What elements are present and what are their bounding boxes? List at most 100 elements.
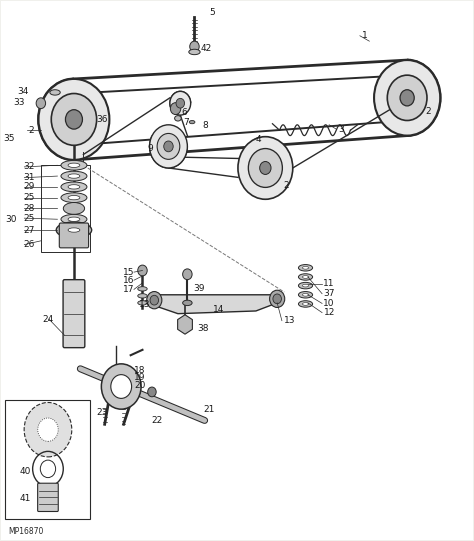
- Text: 37: 37: [323, 289, 335, 298]
- Circle shape: [36, 98, 46, 109]
- Ellipse shape: [189, 49, 200, 55]
- Text: 20: 20: [135, 381, 146, 390]
- Ellipse shape: [61, 171, 87, 181]
- Circle shape: [170, 103, 181, 115]
- Text: 2: 2: [284, 181, 290, 190]
- Polygon shape: [155, 295, 277, 314]
- Ellipse shape: [302, 293, 309, 296]
- Text: 2: 2: [28, 126, 34, 135]
- Ellipse shape: [68, 174, 80, 178]
- Ellipse shape: [61, 214, 87, 224]
- Text: 3: 3: [338, 124, 344, 134]
- Text: 9: 9: [147, 144, 153, 153]
- Ellipse shape: [299, 292, 313, 298]
- Text: 4: 4: [255, 135, 261, 144]
- Text: 16: 16: [123, 276, 134, 285]
- Circle shape: [387, 75, 427, 121]
- Text: MP16870: MP16870: [8, 527, 43, 536]
- Text: 2: 2: [426, 107, 431, 116]
- Ellipse shape: [302, 267, 309, 269]
- Text: 11: 11: [323, 280, 335, 288]
- Text: 33: 33: [13, 97, 24, 107]
- Text: 17: 17: [123, 285, 134, 294]
- Text: 13: 13: [284, 316, 296, 325]
- Ellipse shape: [64, 202, 84, 214]
- Circle shape: [190, 41, 199, 52]
- Text: 1: 1: [362, 31, 367, 40]
- Ellipse shape: [299, 282, 313, 289]
- Circle shape: [273, 294, 282, 304]
- Bar: [41, 166, 91, 252]
- Circle shape: [38, 79, 109, 160]
- Text: 22: 22: [151, 416, 162, 425]
- Text: 5: 5: [210, 8, 215, 17]
- Text: 14: 14: [213, 305, 225, 314]
- Circle shape: [176, 98, 184, 108]
- Ellipse shape: [302, 302, 309, 305]
- Text: 10: 10: [323, 299, 335, 308]
- Text: 34: 34: [18, 87, 29, 96]
- Text: 13: 13: [139, 300, 151, 309]
- Ellipse shape: [50, 90, 60, 95]
- Circle shape: [270, 290, 285, 307]
- Circle shape: [51, 94, 97, 146]
- Ellipse shape: [56, 222, 91, 238]
- Circle shape: [147, 292, 162, 309]
- Text: 38: 38: [197, 324, 209, 333]
- FancyBboxPatch shape: [37, 483, 58, 511]
- Ellipse shape: [61, 161, 87, 170]
- Circle shape: [65, 110, 82, 129]
- Circle shape: [40, 460, 55, 478]
- Ellipse shape: [61, 193, 87, 202]
- Text: 29: 29: [23, 182, 35, 192]
- Ellipse shape: [61, 225, 87, 235]
- Ellipse shape: [302, 275, 309, 278]
- Text: 24: 24: [42, 314, 54, 324]
- Ellipse shape: [138, 301, 147, 305]
- Circle shape: [150, 295, 158, 305]
- Ellipse shape: [299, 274, 313, 280]
- Text: 25: 25: [23, 193, 35, 202]
- Ellipse shape: [182, 300, 192, 306]
- Ellipse shape: [189, 121, 195, 124]
- Text: 15: 15: [123, 268, 134, 276]
- Ellipse shape: [68, 217, 80, 221]
- FancyBboxPatch shape: [59, 223, 89, 248]
- Ellipse shape: [61, 182, 87, 192]
- Circle shape: [260, 162, 271, 174]
- Circle shape: [170, 91, 191, 115]
- Ellipse shape: [299, 265, 313, 271]
- Text: 21: 21: [203, 405, 214, 414]
- Text: 6: 6: [181, 108, 187, 117]
- Ellipse shape: [174, 116, 181, 121]
- FancyBboxPatch shape: [63, 280, 85, 348]
- Text: 19: 19: [134, 373, 146, 382]
- Circle shape: [150, 125, 187, 168]
- Text: 12: 12: [323, 308, 335, 317]
- Ellipse shape: [68, 184, 80, 189]
- Circle shape: [248, 149, 283, 187]
- Ellipse shape: [138, 294, 147, 298]
- Text: 8: 8: [202, 121, 208, 130]
- Circle shape: [164, 141, 173, 152]
- Circle shape: [400, 90, 414, 106]
- Circle shape: [148, 387, 156, 397]
- Circle shape: [24, 403, 72, 457]
- Text: 18: 18: [134, 366, 146, 375]
- Ellipse shape: [68, 163, 80, 167]
- Text: 30: 30: [5, 215, 17, 224]
- Text: 26: 26: [23, 240, 35, 249]
- Ellipse shape: [68, 228, 80, 232]
- Text: 23: 23: [97, 408, 108, 417]
- Bar: [5, 400, 91, 519]
- Circle shape: [38, 418, 58, 441]
- Text: 32: 32: [23, 162, 35, 171]
- Ellipse shape: [302, 284, 309, 287]
- Circle shape: [374, 60, 440, 136]
- Text: 28: 28: [23, 204, 35, 213]
- Text: 25: 25: [23, 214, 35, 223]
- Text: 40: 40: [19, 467, 31, 476]
- Circle shape: [182, 269, 192, 280]
- Ellipse shape: [68, 195, 80, 200]
- Text: 7: 7: [183, 117, 189, 127]
